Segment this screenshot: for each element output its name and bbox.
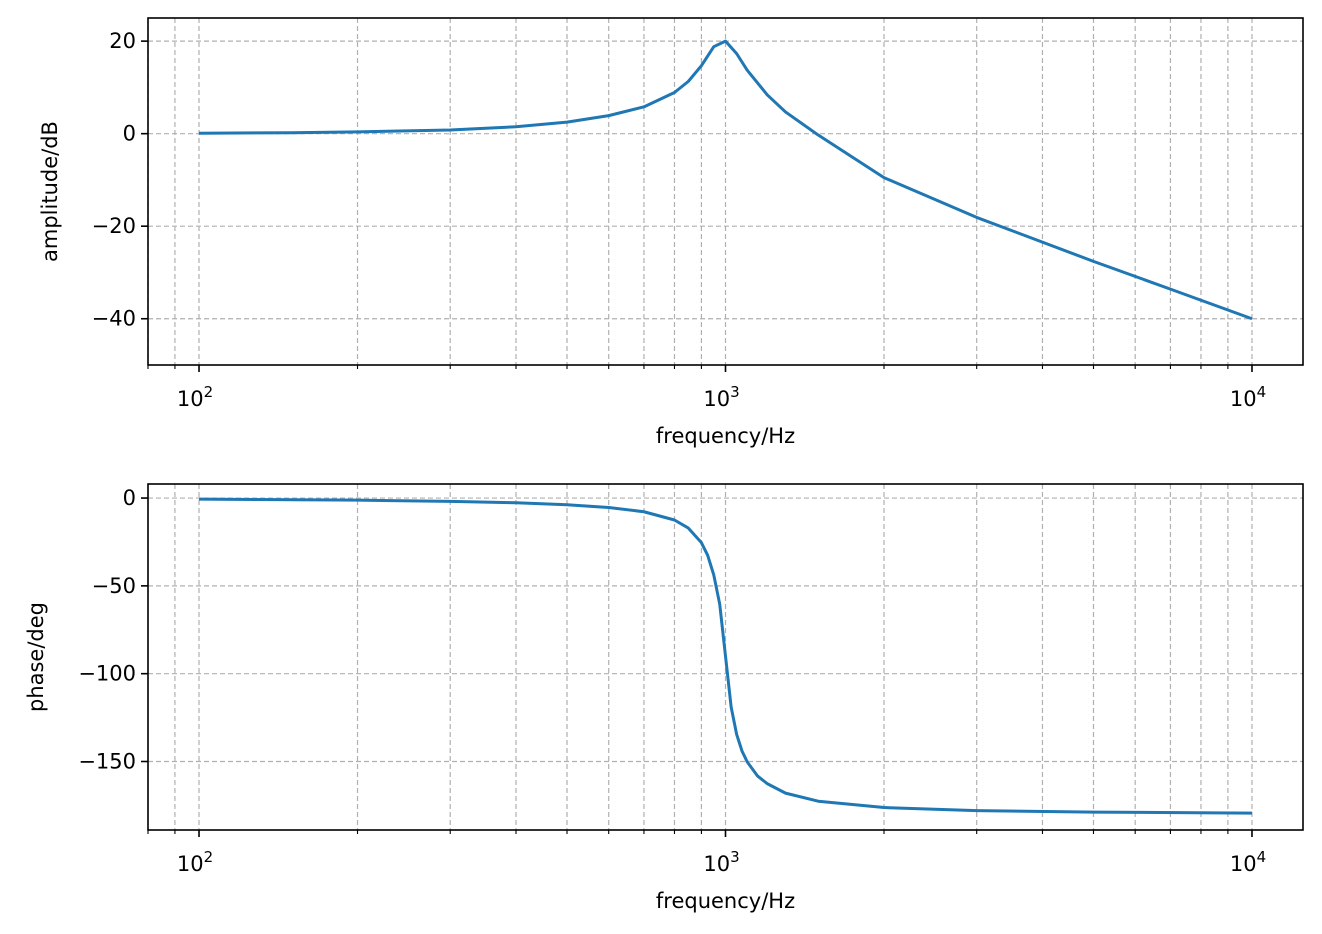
x-tick-base: 10 bbox=[703, 387, 730, 411]
x-tick-exponent: 2 bbox=[204, 383, 214, 401]
x-tick-base: 10 bbox=[177, 387, 204, 411]
x-tick-exponent: 3 bbox=[730, 848, 740, 866]
x-tick-base: 10 bbox=[1230, 387, 1257, 411]
y-tick-label: 0 bbox=[123, 486, 136, 510]
amplitude-x-axis-label: frequency/Hz bbox=[656, 424, 795, 448]
x-tick-exponent: 2 bbox=[204, 848, 214, 866]
y-tick-label: 20 bbox=[109, 29, 136, 53]
x-tick-base: 10 bbox=[177, 852, 204, 876]
amplitude-series-line bbox=[199, 39, 1253, 321]
phase-series-line bbox=[199, 497, 1252, 815]
x-tick-label: 103 bbox=[703, 848, 739, 876]
y-tick-label: −20 bbox=[92, 214, 136, 238]
x-tick-label: 102 bbox=[177, 848, 213, 876]
amplitude-y-axis-label: amplitude/dB bbox=[38, 121, 62, 262]
x-tick-label: 104 bbox=[1230, 848, 1266, 876]
x-tick-base: 10 bbox=[703, 852, 730, 876]
y-tick-label: 0 bbox=[123, 122, 136, 146]
phase-y-axis-label: phase/deg bbox=[24, 602, 48, 712]
x-tick-exponent: 4 bbox=[1257, 383, 1267, 401]
x-tick-label: 103 bbox=[703, 383, 739, 411]
y-tick-label: −50 bbox=[92, 574, 136, 598]
x-tick-base: 10 bbox=[1230, 852, 1257, 876]
x-tick-label: 104 bbox=[1230, 383, 1266, 411]
x-tick-label: 102 bbox=[177, 383, 213, 411]
y-tick-label: −150 bbox=[78, 750, 136, 774]
x-tick-exponent: 3 bbox=[730, 383, 740, 401]
y-tick-label: −100 bbox=[78, 662, 136, 686]
phase-x-axis-label: frequency/Hz bbox=[656, 889, 795, 913]
y-tick-label: −40 bbox=[92, 307, 136, 331]
x-tick-exponent: 4 bbox=[1257, 848, 1267, 866]
